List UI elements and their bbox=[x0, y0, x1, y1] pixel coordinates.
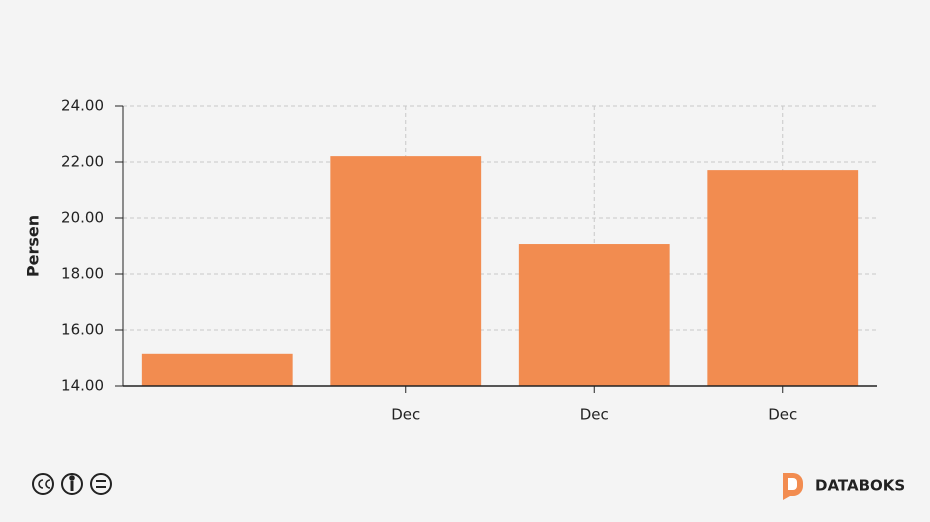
bar bbox=[707, 170, 859, 386]
license-icons bbox=[32, 473, 112, 495]
y-tick-label: 16.00 bbox=[61, 321, 104, 339]
bar bbox=[518, 244, 670, 386]
brand-logo: DATABOKS bbox=[783, 473, 905, 500]
x-tick-label: Dec bbox=[768, 406, 797, 424]
brand-name: DATABOKS bbox=[815, 477, 905, 495]
y-tick-label: 24.00 bbox=[61, 97, 104, 115]
x-tick-label: Dec bbox=[391, 406, 420, 424]
x-tick-label: Dec bbox=[580, 406, 609, 424]
bar bbox=[141, 353, 293, 386]
y-tick-label: 20.00 bbox=[61, 209, 104, 227]
y-tick-label: 14.00 bbox=[61, 377, 104, 395]
y-tick-label: 22.00 bbox=[61, 153, 104, 171]
y-tick-label: 18.00 bbox=[61, 265, 104, 283]
y-axis-label: Persen bbox=[24, 215, 43, 277]
bar bbox=[330, 156, 482, 386]
